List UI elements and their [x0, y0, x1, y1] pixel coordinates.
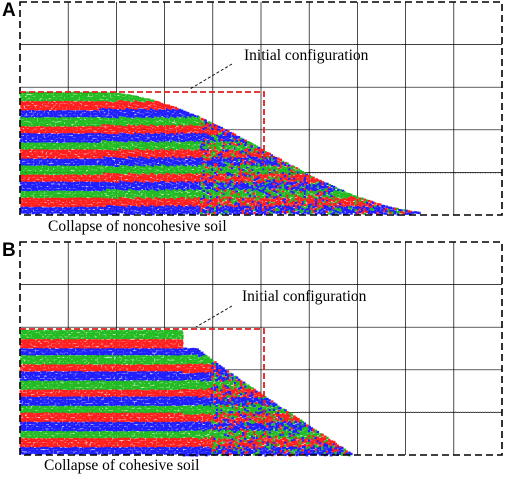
panel-caption: Collapse of noncohesive soil — [48, 218, 227, 235]
annotation-leader — [189, 63, 233, 90]
initial-configuration-label: Initial configuration — [244, 47, 369, 64]
annotation-leader — [195, 305, 233, 328]
domain-frame — [19, 1, 503, 216]
initial-configuration-outline — [20, 328, 265, 426]
collapse-scene-noncohesive — [19, 1, 503, 216]
panel-a: A Initial configuration Collapse of nonc… — [2, 0, 503, 235]
panel-b: B Initial configuration Collapse of cohe… — [0, 240, 505, 480]
initial-configuration-outline — [20, 91, 265, 160]
initial-configuration-label: Initial configuration — [242, 288, 367, 305]
domain-frame — [19, 241, 503, 456]
soil-particles — [19, 329, 353, 457]
soil-particles — [19, 91, 421, 216]
panel-label: A — [2, 0, 16, 21]
collapse-scene-cohesive — [19, 241, 503, 457]
panel-label: B — [2, 240, 16, 261]
panel-caption: Collapse of cohesive soil — [44, 457, 200, 474]
